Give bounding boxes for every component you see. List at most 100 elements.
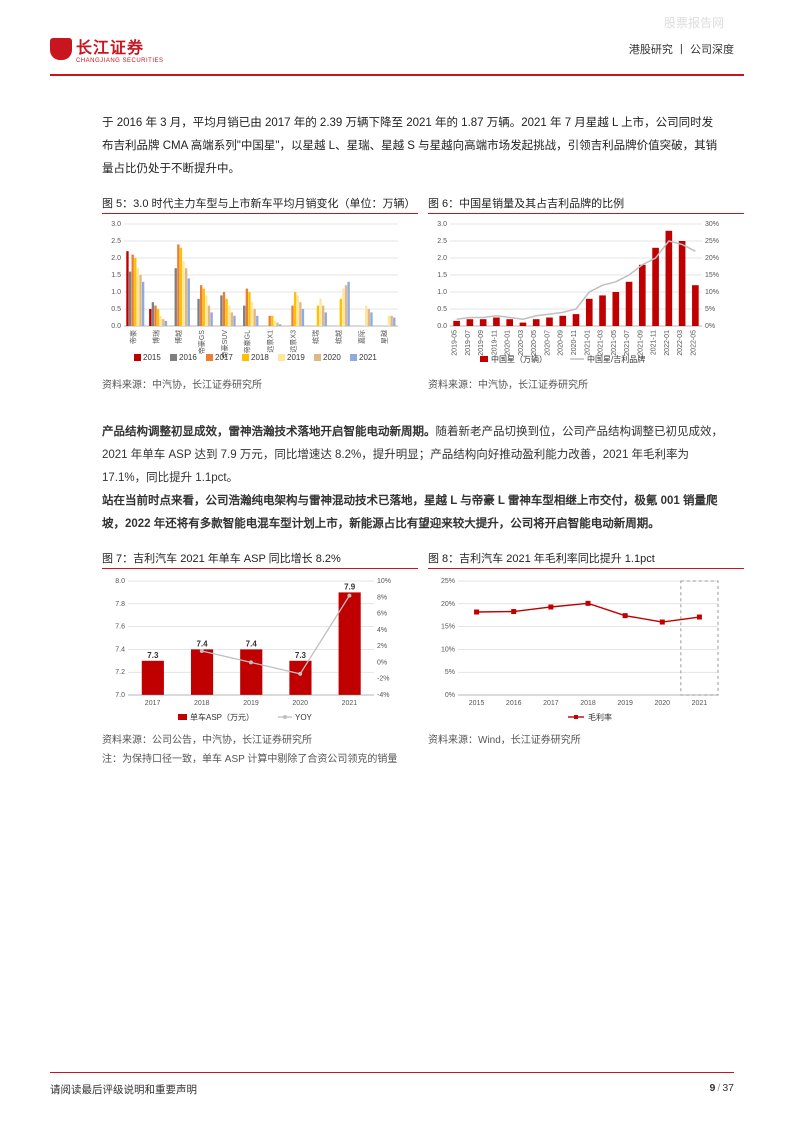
svg-text:7.0: 7.0 (115, 692, 125, 699)
fig8: 图 8：吉利汽车 2021 年毛利率同比提升 1.1pct 0%5%10%15%… (428, 550, 744, 765)
fig6-title: 图 6：中国星销量及其占吉利品牌的比例 (428, 195, 744, 214)
svg-text:2021: 2021 (692, 700, 708, 707)
svg-text:7.8: 7.8 (115, 601, 125, 608)
svg-text:8%: 8% (377, 594, 387, 601)
svg-text:2019: 2019 (617, 700, 633, 707)
svg-text:2021: 2021 (342, 700, 358, 707)
svg-text:远景X1: 远景X1 (266, 330, 274, 353)
svg-text:博越: 博越 (174, 330, 183, 344)
fig8-source: 资料来源：Wind，长江证券研究所 (428, 731, 744, 746)
svg-text:7.4: 7.4 (196, 639, 208, 648)
header-right: 港股研究 丨 公司深度 (629, 41, 734, 57)
svg-text:2015: 2015 (143, 353, 161, 362)
svg-text:7.3: 7.3 (147, 651, 159, 660)
svg-text:2019-11: 2019-11 (491, 330, 498, 355)
svg-text:7.3: 7.3 (295, 651, 307, 660)
svg-text:2020-05: 2020-05 (531, 330, 538, 356)
fig8-chart: 0%5%10%15%20%25%201520162017201820192020… (428, 575, 728, 725)
svg-text:2017: 2017 (543, 700, 559, 707)
svg-text:2020: 2020 (292, 700, 308, 707)
svg-text:15%: 15% (441, 624, 455, 631)
svg-text:帝豪: 帝豪 (128, 330, 137, 344)
svg-text:2022-01: 2022-01 (664, 330, 671, 356)
footer-disclaimer: 请阅读最后评级说明和重要声明 (50, 1082, 197, 1097)
svg-text:2021-01: 2021-01 (584, 330, 591, 356)
fig6: 图 6：中国星销量及其占吉利品牌的比例 0.00.51.01.52.02.53.… (428, 195, 744, 391)
logo-en: CHANGJIANG SECURITIES (76, 58, 164, 64)
para2-bold1: 产品结构调整初显成效，雷神浩瀚技术落地开启智能电动新周期。 (102, 426, 436, 438)
svg-text:0.5: 0.5 (111, 306, 121, 313)
svg-text:6%: 6% (377, 611, 387, 618)
svg-text:0%: 0% (705, 323, 715, 330)
svg-text:2%: 2% (377, 643, 387, 650)
svg-text:10%: 10% (377, 578, 391, 585)
svg-text:2018: 2018 (194, 700, 210, 707)
svg-text:-4%: -4% (377, 692, 389, 699)
fig7-title: 图 7：吉利汽车 2021 年单车 ASP 同比增长 8.2% (102, 550, 418, 569)
fig7-source: 资料来源：公司公告，中汽协，长江证券研究所 (102, 731, 418, 746)
svg-text:缤瑞: 缤瑞 (311, 330, 320, 344)
fig7-chart: 7.07.27.47.67.88.0-4%-2%0%2%4%6%8%10%7.3… (102, 575, 402, 725)
svg-text:2019: 2019 (243, 700, 259, 707)
svg-text:帝豪GS: 帝豪GS (197, 330, 206, 354)
svg-text:2020: 2020 (323, 353, 341, 362)
svg-text:7.4: 7.4 (115, 646, 125, 653)
svg-text:2021-11: 2021-11 (651, 330, 658, 355)
svg-text:15%: 15% (705, 272, 719, 279)
svg-text:2.5: 2.5 (111, 238, 121, 245)
svg-text:2016: 2016 (506, 700, 522, 707)
svg-text:10%: 10% (705, 289, 719, 296)
svg-text:30%: 30% (705, 221, 719, 228)
svg-text:4%: 4% (377, 627, 387, 634)
svg-text:25%: 25% (441, 578, 455, 585)
svg-text:2.0: 2.0 (437, 255, 447, 262)
svg-text:单车ASP（万元）: 单车ASP（万元） (190, 712, 254, 722)
svg-text:2021-05: 2021-05 (611, 330, 618, 356)
svg-text:1.5: 1.5 (111, 272, 121, 279)
svg-text:1.0: 1.0 (437, 289, 447, 296)
svg-text:10%: 10% (441, 646, 455, 653)
svg-text:7.6: 7.6 (115, 624, 125, 631)
fig5-title: 图 5：3.0 时代主力车型与上市新车平均月销变化（单位：万辆） (102, 195, 418, 214)
svg-text:博瑞: 博瑞 (151, 330, 160, 344)
fig7: 图 7：吉利汽车 2021 年单车 ASP 同比增长 8.2% 7.07.27.… (102, 550, 418, 765)
svg-text:2021: 2021 (359, 353, 377, 362)
svg-text:2020: 2020 (654, 700, 670, 707)
fig8-title: 图 8：吉利汽车 2021 年毛利率同比提升 1.1pct (428, 550, 744, 569)
svg-text:20%: 20% (705, 255, 719, 262)
svg-text:7.9: 7.9 (344, 582, 356, 591)
svg-text:0%: 0% (445, 692, 455, 699)
svg-text:1.0: 1.0 (111, 289, 121, 296)
svg-text:2019-05: 2019-05 (452, 330, 459, 356)
svg-text:2022-03: 2022-03 (677, 330, 684, 356)
svg-text:缤越: 缤越 (334, 330, 343, 344)
svg-text:3.0: 3.0 (111, 221, 121, 228)
svg-text:中国星/吉利品牌: 中国星/吉利品牌 (587, 354, 645, 364)
svg-text:25%: 25% (705, 238, 719, 245)
svg-text:嘉际: 嘉际 (357, 330, 366, 344)
svg-text:2019: 2019 (287, 353, 305, 362)
svg-text:2020-11: 2020-11 (571, 330, 578, 355)
svg-text:毛利率: 毛利率 (588, 712, 612, 722)
fig5: 图 5：3.0 时代主力车型与上市新车平均月销变化（单位：万辆） 0.00.51… (102, 195, 418, 391)
paragraph-2: 产品结构调整初显成效，雷神浩瀚技术落地开启智能电动新周期。随着新老产品切换到位，… (0, 391, 794, 536)
paragraph-1: 于 2016 年 3 月，平均月销已由 2017 年的 2.39 万辆下降至 2… (0, 76, 794, 181)
logo: 长江证券 CHANGJIANG SECURITIES (50, 34, 164, 64)
svg-text:2016: 2016 (179, 353, 197, 362)
svg-text:0.5: 0.5 (437, 306, 447, 313)
svg-text:5%: 5% (705, 306, 715, 313)
svg-text:2021-07: 2021-07 (624, 330, 631, 356)
svg-text:2020-09: 2020-09 (558, 330, 565, 356)
footer-rule (50, 1072, 734, 1074)
fig5-source: 资料来源：中汽协，长江证券研究所 (102, 376, 418, 391)
para2-bold2: 站在当前时点来看，公司浩瀚纯电架构与雷神混动技术已落地，星越 L 与帝豪 L 雷… (102, 495, 718, 530)
svg-text:2.0: 2.0 (111, 255, 121, 262)
watermark: 股票报告网 (664, 14, 724, 31)
fig7-note: 注：为保持口径一致，单车 ASP 计算中剔除了合资公司领克的销量 (102, 750, 418, 765)
svg-text:YOY: YOY (295, 713, 313, 722)
fig6-chart: 0.00.51.01.52.02.53.00%5%10%15%20%25%30%… (428, 220, 728, 370)
charts-row-1: 图 5：3.0 时代主力车型与上市新车平均月销变化（单位：万辆） 0.00.51… (0, 181, 794, 391)
svg-text:2019-09: 2019-09 (478, 330, 485, 356)
svg-text:2017: 2017 (215, 353, 233, 362)
svg-text:2019-07: 2019-07 (465, 330, 472, 356)
